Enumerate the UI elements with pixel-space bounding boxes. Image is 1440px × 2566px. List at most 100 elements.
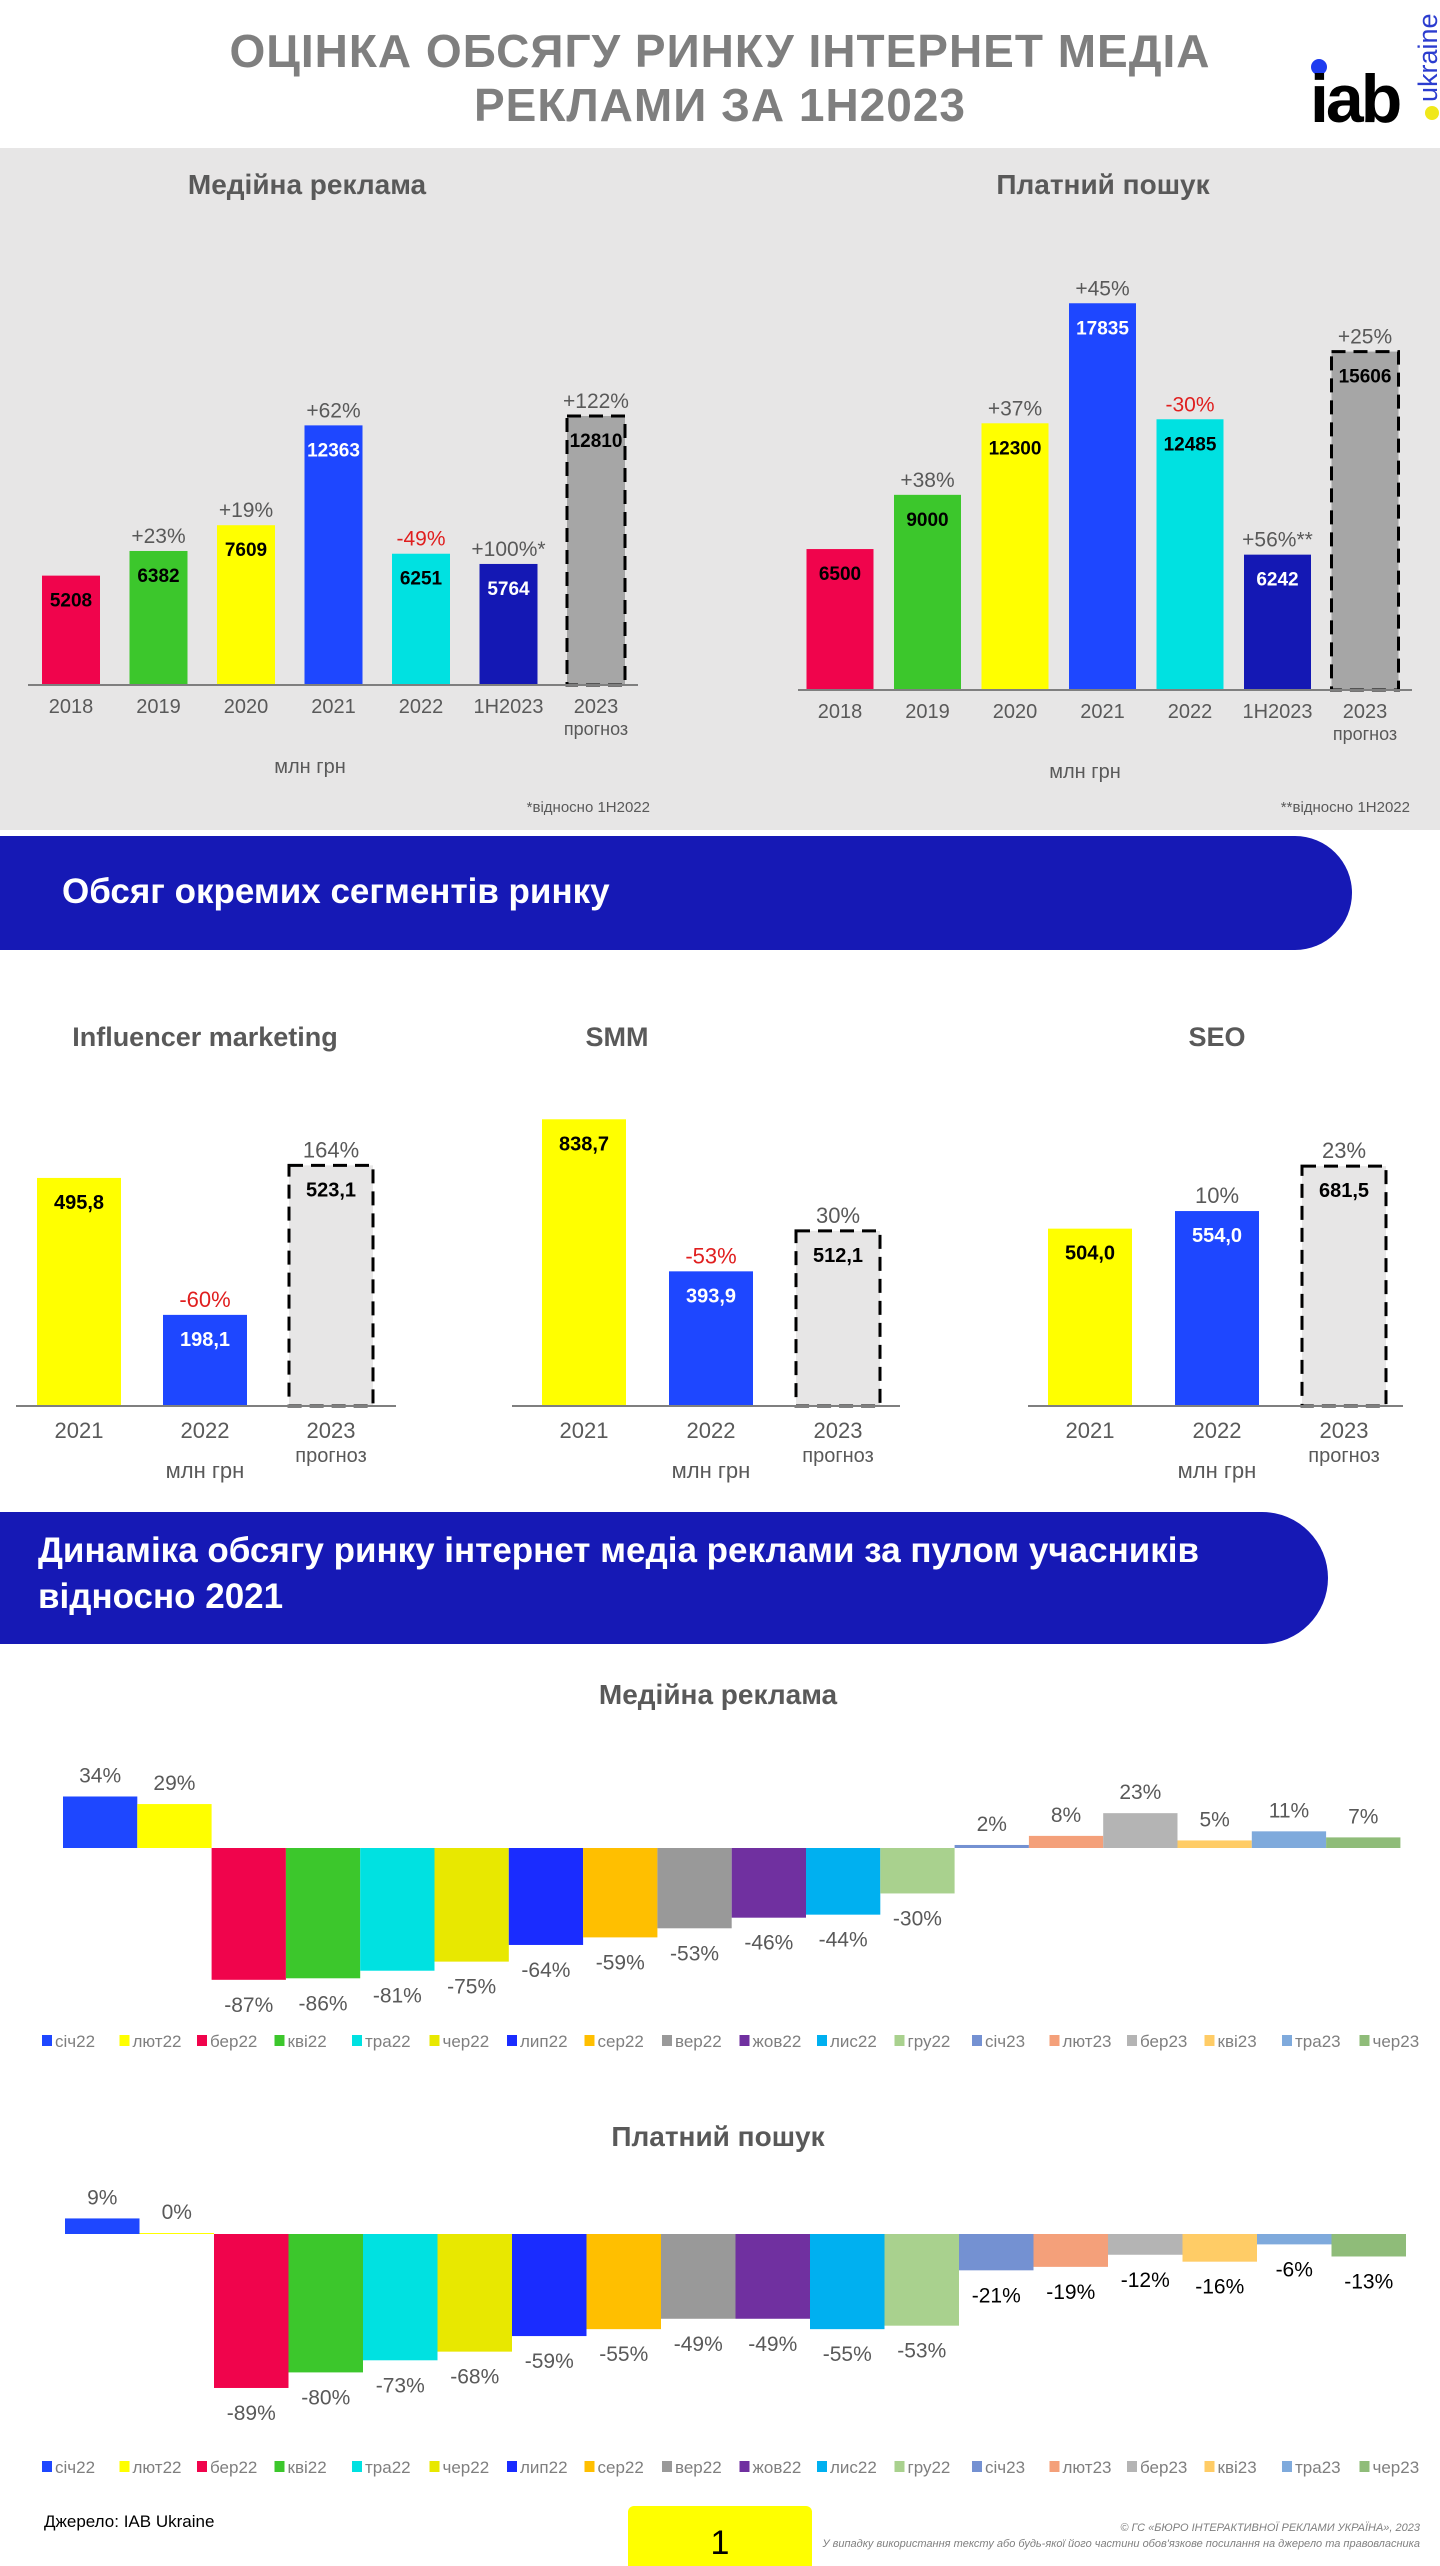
bar-value-label: 5208 [50,591,92,612]
influencer-chart: Influencer marketing 495,8 2021 198,1 -60% 20… [16,1022,396,1483]
x-axis-label: млн грн [1178,1458,1257,1483]
bar-2021 [1048,1228,1132,1406]
bar-жов22 [735,2234,810,2319]
bar-2022 [1156,419,1224,690]
bar-change-label: -49% [396,528,445,551]
x-tick-sublabel: прогноз [802,1445,873,1467]
bar-change-label: -30% [1165,393,1214,416]
bar-value-label: -16% [1195,2276,1244,2299]
x-axis-label: млн грн [672,1458,751,1483]
legend-swatch [274,2461,285,2472]
legend-label-лип22: лип22 [520,2458,568,2477]
x-tick-label: 2023 [1320,1418,1369,1443]
legend-swatch [894,2461,905,2472]
bar-value-label: 2% [977,1813,1007,1836]
footnote: *відносно 1H2022 [527,799,650,816]
bar-value-label: -59% [596,1951,645,1974]
bar-value-label: 9% [87,2186,117,2209]
legend-swatch [1282,2461,1292,2472]
copyright-line1: © ГС «БЮРО ІНТЕРАКТИВНОЇ РЕКЛАМИ УКРАЇНА… [1120,2522,1420,2534]
legend-swatch [197,2035,207,2046]
legend-label-вер22: вер22 [675,2458,722,2477]
bar-бер23 [1108,2234,1183,2255]
legend-label-лип22: лип22 [520,2032,568,2051]
legend-label-гру22: гру22 [908,2032,951,2051]
bar-лис22 [806,1848,881,1915]
segments-section-title: Обсяг окремих сегментів ринку [62,872,610,911]
x-tick-label: 2019 [905,701,950,723]
x-tick-label: 2020 [224,696,269,718]
x-tick-label: 2022 [1168,701,1213,723]
chart-title: Influencer marketing [72,1022,338,1052]
bar-2018 [806,549,874,690]
bar-value-label: -68% [450,2366,499,2389]
bar-value-label: -86% [299,1992,348,2015]
bar-гру22 [884,2234,959,2326]
bar-change-label: +38% [900,469,954,492]
legend-label-січ23: січ23 [985,2032,1025,2051]
x-tick-label: 1H2023 [1242,701,1312,723]
bar-change-label: +19% [219,499,273,522]
legend-swatch [894,2035,905,2046]
legend-swatch [662,2035,672,2046]
copyright: © ГС «БЮРО ІНТЕРАКТИВНОЇ РЕКЛАМИ УКРАЇНА… [823,2520,1420,2552]
bar-січ22 [63,1796,138,1848]
x-tick-label: 2021 [1080,701,1125,723]
annual-charts-panel: Медійна реклама 5208 2018 6382 +23% 2019 7609 +… [0,148,1440,830]
bar-value-label: 29% [153,1772,195,1795]
bar-чер22 [437,2234,512,2352]
bar-value-label: 34% [79,1764,121,1787]
legend-label-лис22: лис22 [830,2032,877,2051]
bar-value-label: 0% [162,2201,192,2224]
bar-лип22 [508,1848,584,1945]
seo-chart: SEO 504,0 2021 554,0 10% 2022 681,5 23% 2023прог… [1028,1022,1403,1483]
bar-value-label: 554,0 [1192,1225,1242,1247]
x-tick-sublabel: прогноз [564,719,628,739]
legend-label-тра23: тра23 [1295,2032,1341,2051]
bar-value-label: 9000 [906,510,948,531]
bar-value-label: 504,0 [1065,1243,1115,1265]
bar-value-label: -89% [227,2402,276,2425]
legend-label-жов22: жов22 [753,2458,802,2477]
legend-label-бер22: бер22 [210,2458,257,2477]
legend-swatch [739,2035,750,2046]
chart-title: Платний пошук [611,2121,825,2152]
legend-label-чер22: чер22 [443,2458,490,2477]
legend-swatch [1127,2035,1137,2046]
bar-change-label: 23% [1322,1138,1366,1163]
bar-value-label: -87% [224,1994,273,2017]
bar-value-label: 393,9 [686,1285,736,1307]
x-tick-label: 1H2023 [473,696,543,718]
smm-chart: SMM 838,7 2021 393,9 -53% 2022 512,1 30% 2023про… [512,1022,900,1483]
header: ОЦІНКА ОБСЯГУ РИНКУ ІНТЕРНЕТ МЕДІА РЕКЛА… [0,0,1440,148]
bar-2020 [217,525,275,685]
page-number: 1 [628,2506,812,2566]
legend-label-гру22: гру22 [908,2458,951,2477]
bar-change-label: +37% [988,397,1042,420]
legend-label-січ23: січ23 [985,2458,1025,2477]
bar-value-label: 7609 [225,540,267,561]
bar-січ23 [954,1844,1029,1848]
legend-label-бер23: бер23 [1140,2458,1187,2477]
bar-change-label: 30% [816,1203,860,1228]
dynamics-section-title: Динаміка обсягу ринку інтернет медіа рек… [38,1531,1199,1616]
legend-swatch [429,2035,440,2046]
bar-value-label: 12810 [570,431,623,452]
search-annual-chart: Платний пошук 6500 2018 9000 +38% 2019 12300 +3… [798,169,1412,816]
bar-value-label: -30% [893,1907,942,1930]
legend-swatch [739,2461,750,2472]
legend-swatch [1359,2035,1370,2046]
bar-value-label: 6242 [1256,570,1298,591]
bar-бер22 [211,1848,286,1980]
bar-сер22 [586,2234,661,2330]
bar-2021 [1069,303,1136,690]
bar-value-label: -12% [1121,2269,1170,2292]
bar-value-label: -6% [1276,2258,1313,2281]
legend-label-сер22: сер22 [598,2458,644,2477]
bar-1H2023 [1244,554,1311,690]
bar-change-label: +25% [1338,326,1392,349]
x-tick-label: 2021 [55,1418,104,1443]
legend-swatch [274,2035,285,2046]
bar-вер22 [657,1848,732,1929]
bar-change-label: +62% [306,399,360,422]
